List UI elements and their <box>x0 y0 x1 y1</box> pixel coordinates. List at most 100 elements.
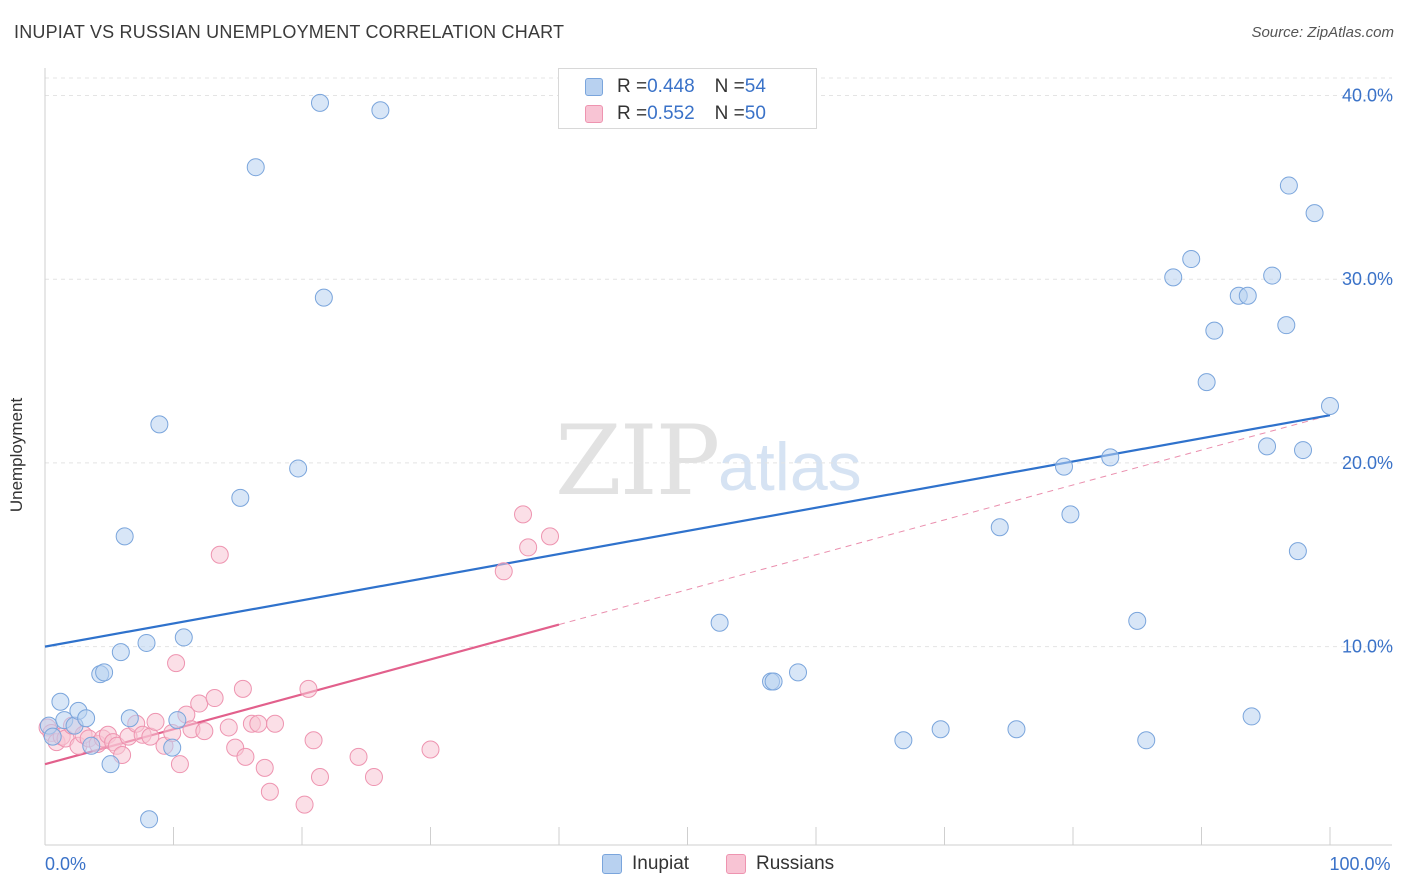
tick-labels: 10.0% 20.0% 30.0% 40.0% 0.0% 100.0% <box>45 86 1393 874</box>
inupiat-legend-label: Inupiat <box>632 853 690 874</box>
inupiat-r-label: R = <box>617 76 648 97</box>
inupiat-point <box>1182 250 1201 269</box>
inupiat-point <box>289 459 308 478</box>
inupiat-point <box>1279 176 1298 195</box>
axes <box>44 68 1392 846</box>
inupiat-point <box>1305 204 1324 223</box>
inupiat-point <box>1007 720 1026 739</box>
russians-point <box>170 755 189 774</box>
inupiat-point <box>990 518 1009 537</box>
inupiat-legend-swatch <box>602 854 622 874</box>
inupiat-point <box>1277 316 1296 335</box>
russians-point <box>295 795 314 814</box>
inupiat-point <box>120 709 139 728</box>
inupiat-point <box>764 672 783 691</box>
inupiat-point <box>77 709 96 728</box>
inupiat-point <box>1061 505 1080 524</box>
y-tick-label: 20.0% <box>1342 453 1393 473</box>
russians-point <box>304 731 323 750</box>
russians-point <box>167 654 186 673</box>
x-tick-label: 100.0% <box>1329 854 1390 874</box>
inupiat-point <box>174 628 193 647</box>
russians-point <box>260 782 279 801</box>
source-label: Source: ZipAtlas.com <box>1251 24 1394 41</box>
russians-point <box>266 714 285 733</box>
inupiat-point <box>894 731 913 750</box>
russians-n-value: 50 <box>744 103 766 124</box>
inupiat-point <box>1205 321 1224 340</box>
russians-legend-swatch <box>726 854 746 874</box>
legend-row-russians: R = 0.552 N = 50 <box>585 102 766 126</box>
russians-point <box>519 538 538 557</box>
inupiat-point <box>371 101 390 120</box>
inupiat-point <box>710 613 729 632</box>
russians-point <box>219 718 238 737</box>
inupiat-point <box>1263 266 1282 285</box>
inupiat-point <box>51 692 70 711</box>
inupiat-point <box>1321 396 1339 415</box>
russians-point <box>349 747 368 766</box>
inupiat-point <box>168 711 187 730</box>
russians-point <box>310 768 329 787</box>
grid-lines <box>45 77 1392 648</box>
inupiat-points <box>39 93 1339 829</box>
inupiat-point <box>115 527 134 546</box>
inupiat-point <box>1128 611 1147 630</box>
russians-point <box>364 768 383 787</box>
inupiat-point <box>1055 457 1074 476</box>
inupiat-point <box>43 727 62 746</box>
inupiat-point <box>1197 373 1216 392</box>
inupiat-r-value: 0.448 <box>647 76 695 97</box>
y-tick-label: 40.0% <box>1342 86 1393 106</box>
inupiat-point <box>1238 286 1257 305</box>
inupiat-point <box>111 643 130 662</box>
y-tick-label: 10.0% <box>1342 637 1393 657</box>
russians-point <box>236 747 255 766</box>
inupiat-point <box>310 93 329 112</box>
russians-n-label: N = <box>714 103 745 124</box>
russians-trend-extended <box>558 414 1331 626</box>
russians-point <box>514 505 533 524</box>
inupiat-point <box>95 663 114 682</box>
inupiat-point <box>140 810 159 829</box>
x-tick-label: 0.0% <box>45 854 86 874</box>
russians-r-value: 0.552 <box>647 103 695 124</box>
inupiat-n-label: N = <box>714 76 745 97</box>
watermark-atlas: atlas <box>718 429 862 505</box>
inupiat-point <box>101 755 120 774</box>
legend-item-russians: Russians <box>726 852 834 876</box>
inupiat-point <box>82 736 101 755</box>
inupiat-point <box>1137 731 1156 750</box>
russians-swatch <box>585 105 603 123</box>
chart-title: INUPIAT VS RUSSIAN UNEMPLOYMENT CORRELAT… <box>14 22 565 42</box>
russians-point <box>494 562 513 581</box>
inupiat-n-value: 54 <box>744 76 766 97</box>
russians-point <box>146 712 165 731</box>
russians-point <box>249 714 268 733</box>
russians-point <box>421 740 440 759</box>
inupiat-point <box>150 415 169 434</box>
inupiat-point <box>1294 441 1313 460</box>
inupiat-point <box>1101 448 1120 467</box>
inupiat-point <box>1258 437 1277 456</box>
inupiat-point <box>1288 542 1307 561</box>
russians-point <box>210 545 229 564</box>
inupiat-trend-line <box>44 414 1331 648</box>
legend-item-inupiat: Inupiat <box>602 852 689 876</box>
watermark-zip: ZIP <box>555 405 720 517</box>
russians-r-label: R = <box>617 103 648 124</box>
russians-point <box>255 758 274 777</box>
inupiat-point <box>246 158 265 177</box>
legend-row-inupiat: R = 0.448 N = 54 <box>585 75 766 99</box>
russians-point <box>299 679 318 698</box>
russians-point <box>233 679 252 698</box>
inupiat-point <box>931 720 950 739</box>
y-tick-label: 30.0% <box>1342 269 1393 289</box>
inupiat-point <box>1242 707 1261 726</box>
russians-legend-label: Russians <box>756 853 835 874</box>
russians-point <box>541 527 560 546</box>
inupiat-point <box>314 288 333 307</box>
inupiat-swatch <box>585 78 603 96</box>
legend-stats: R = 0.448 N = 54 R = 0.552 N = 50 <box>558 68 817 129</box>
